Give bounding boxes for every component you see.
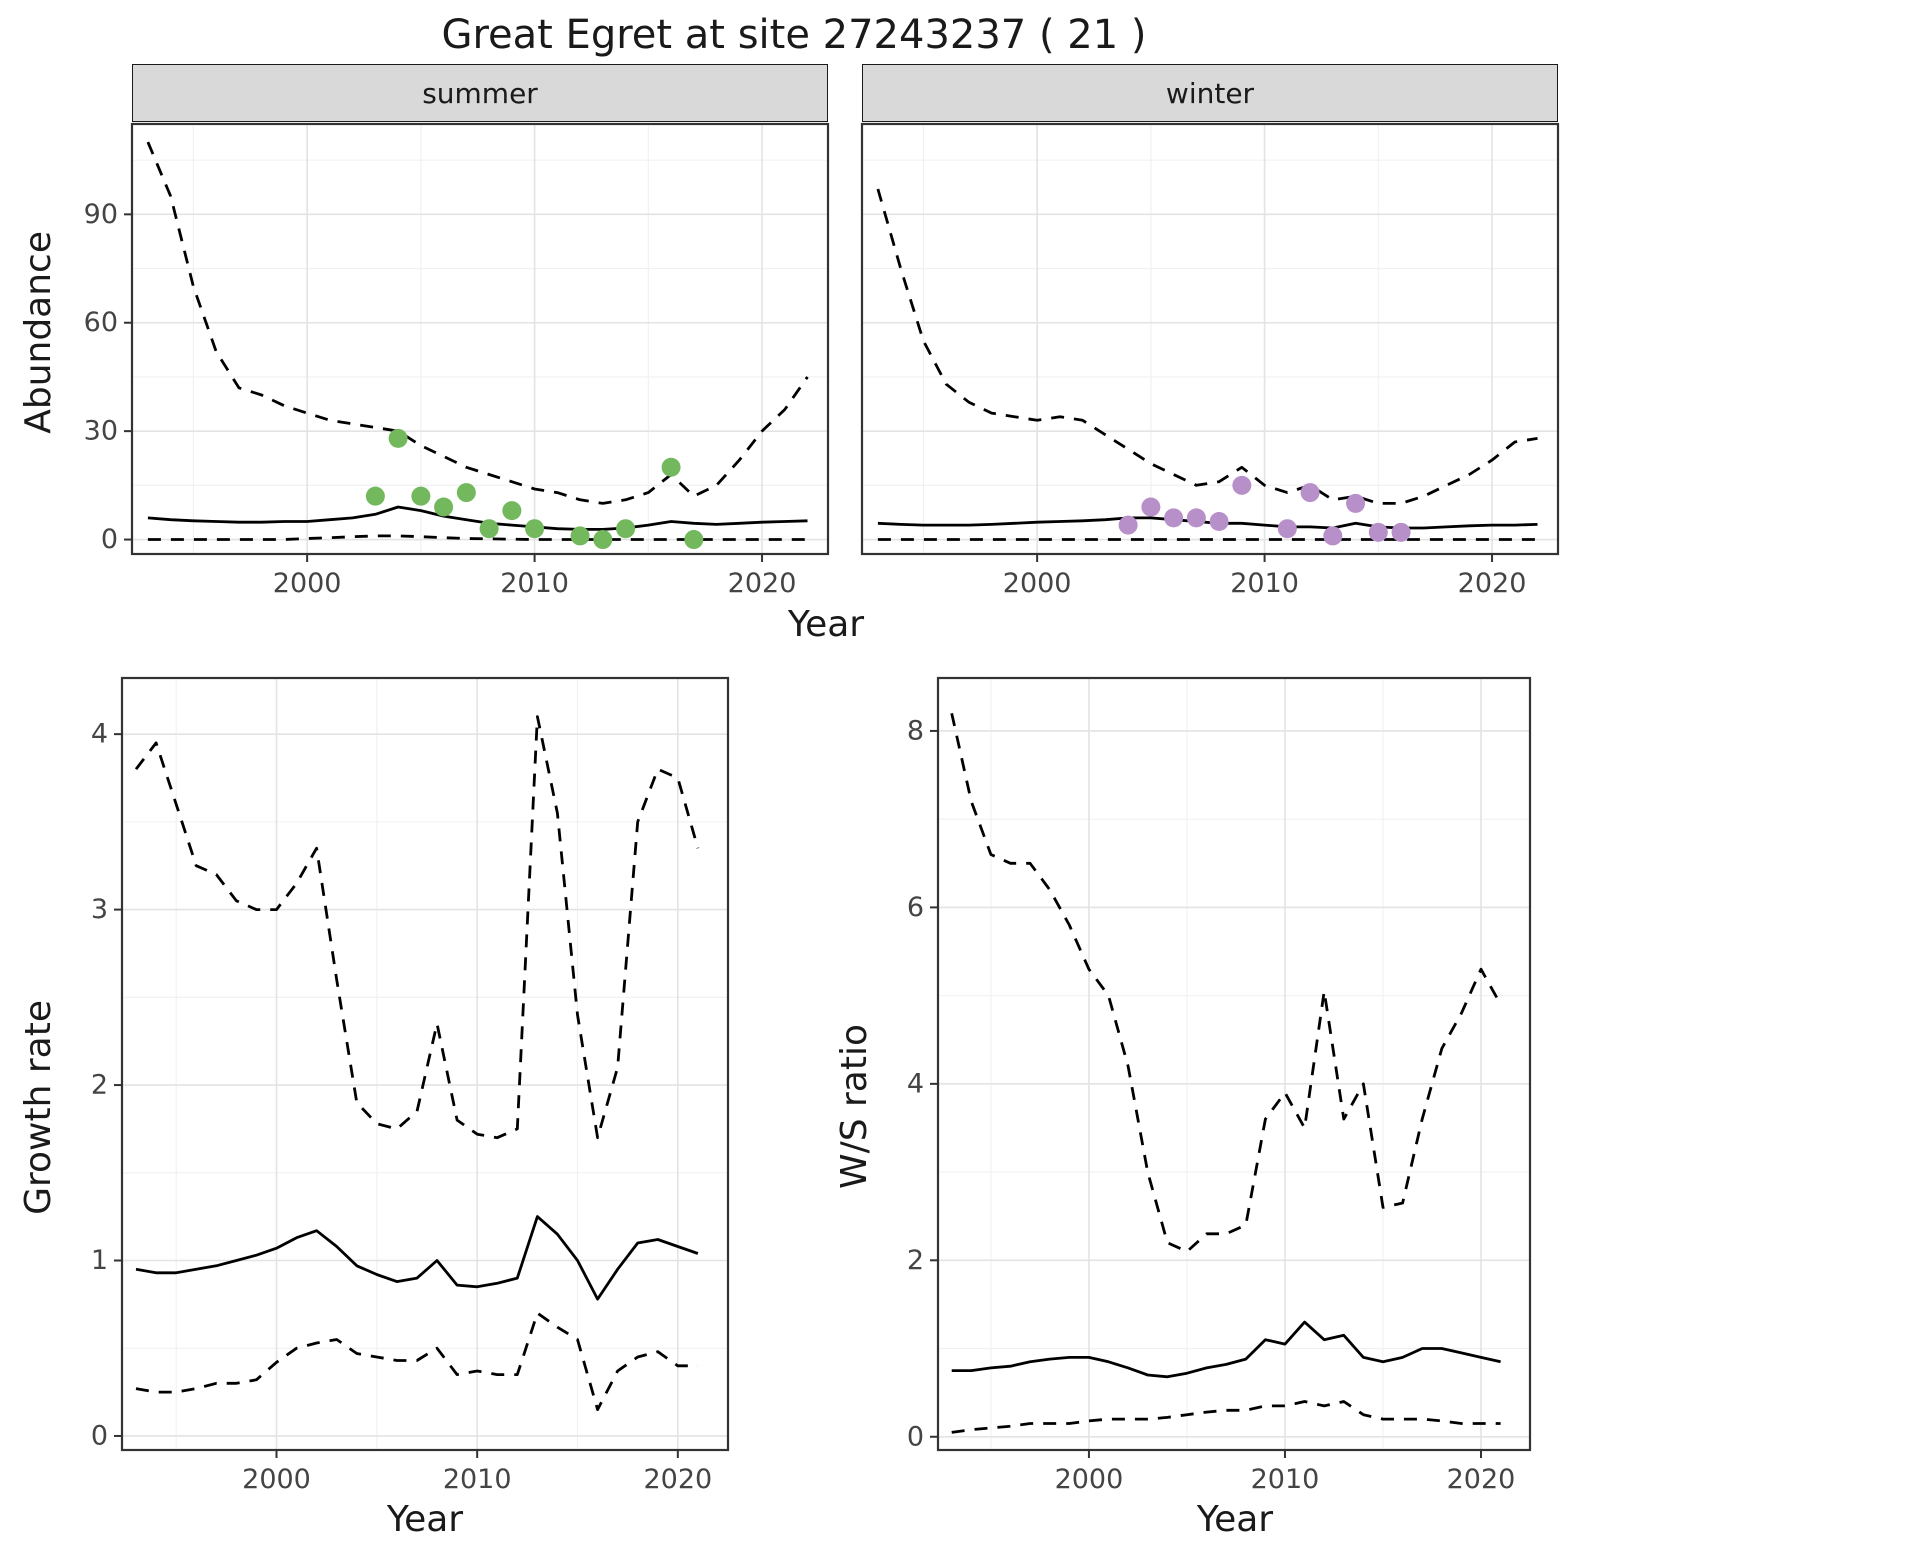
observations-point xyxy=(1164,508,1184,528)
y-tick-label: 0 xyxy=(101,524,118,555)
y-tick-label: 3 xyxy=(91,894,108,925)
panel-border xyxy=(130,122,830,556)
lower-ci-line xyxy=(951,1400,1501,1434)
observations-point xyxy=(1277,519,1297,539)
abundance-winter-chart: 2000 2010 2020 xyxy=(860,122,1560,599)
ws-y-axis-label: W/S ratio xyxy=(833,1024,875,1190)
observations-point xyxy=(593,530,613,550)
observations-point xyxy=(1346,493,1366,513)
x-tick-label: 2010 xyxy=(1251,1464,1320,1495)
observations-point xyxy=(616,519,636,539)
growth-y-axis-label: Growth rate xyxy=(17,999,59,1215)
upper-ci-line xyxy=(950,712,1502,1253)
upper-ci-line xyxy=(876,188,1538,505)
median-line xyxy=(147,505,808,531)
panel-border xyxy=(936,676,1532,1452)
bottom-chart-row: Growth rate 2000 2010 2020 0 1 2 3 4 Year W/S r… xyxy=(14,668,1920,1546)
observations-point xyxy=(1141,497,1161,517)
observations-point xyxy=(502,501,522,521)
observations-point xyxy=(684,530,704,550)
growth-x-axis-label: Year xyxy=(386,1499,464,1540)
lower-ci-line xyxy=(147,534,808,541)
observations-point xyxy=(479,519,499,539)
observations-point xyxy=(1118,515,1138,535)
growth-y-axis: Growth rate xyxy=(14,668,62,1546)
observations-point xyxy=(1323,526,1343,546)
ws-ratio-chart: 2000 2010 2020 0 2 4 6 8 xyxy=(907,676,1532,1495)
facet-winter: winter 2000 2010 2020 xyxy=(856,64,1562,600)
abundance-y-axis-label: Abundance xyxy=(17,230,59,434)
median-line xyxy=(135,1215,699,1301)
x-tick-label: 2010 xyxy=(443,1464,512,1495)
abundance-y-axis: Abundance xyxy=(14,64,62,600)
x-tick-label: 2020 xyxy=(643,1464,712,1495)
figure-title: Great Egret at site 27243237 ( 21 ) xyxy=(441,12,1147,58)
y-tick-label: 90 xyxy=(84,199,118,230)
abundance-facet-row: Abundance summer 2000 2010 2020 0 30 60 90 win… xyxy=(14,64,1920,600)
median-line xyxy=(877,516,1538,530)
x-tick-label: 2020 xyxy=(1447,1464,1516,1495)
observations-point xyxy=(661,457,681,477)
upper-ci-line xyxy=(134,715,700,1140)
y-tick-label: 0 xyxy=(91,1420,108,1451)
observations-point xyxy=(434,497,454,517)
growth-rate-chart-unit: Growth rate 2000 2010 2020 0 1 2 3 4 Year xyxy=(14,668,738,1546)
growth-rate-chart: 2000 2010 2020 0 1 2 3 4 xyxy=(91,676,730,1495)
x-tick-label: 2000 xyxy=(242,1464,311,1495)
observations-point xyxy=(1368,522,1388,542)
panel-border xyxy=(120,676,730,1452)
observations-point xyxy=(1186,508,1206,528)
upper-ci-line xyxy=(146,141,809,505)
observations-point xyxy=(570,526,590,546)
lower-ci-line xyxy=(135,1311,698,1411)
panel-border xyxy=(860,122,1560,556)
observations-point xyxy=(365,486,385,506)
y-tick-label: 0 xyxy=(907,1421,924,1452)
median-line xyxy=(951,1320,1501,1379)
facet-gap xyxy=(832,64,856,600)
observations-point xyxy=(525,519,545,539)
observations-point xyxy=(456,483,476,503)
facet-summer: summer 2000 2010 2020 0 30 60 90 xyxy=(62,64,832,600)
y-tick-label: 1 xyxy=(91,1245,108,1276)
observations-point xyxy=(1300,483,1320,503)
ws-x-axis-label: Year xyxy=(1196,1499,1274,1540)
x-tick-label: 2000 xyxy=(1055,1464,1124,1495)
abundance-summer-chart: 2000 2010 2020 0 30 60 90 xyxy=(84,122,830,599)
ws-y-axis: W/S ratio xyxy=(830,668,878,1546)
y-tick-label: 4 xyxy=(907,1068,924,1099)
x-tick-label: 2020 xyxy=(1458,568,1527,599)
observations-point xyxy=(1209,511,1229,531)
observations-point xyxy=(1391,522,1411,542)
y-tick-label: 8 xyxy=(907,715,924,746)
facet-strip-summer: summer xyxy=(132,64,828,122)
x-tick-label: 2010 xyxy=(1230,568,1299,599)
observations-point xyxy=(411,486,431,506)
y-tick-label: 30 xyxy=(84,416,118,447)
chart-gap xyxy=(738,668,830,1546)
x-tick-label: 2000 xyxy=(273,568,342,599)
x-tick-label: 2020 xyxy=(728,568,797,599)
y-tick-label: 6 xyxy=(907,892,924,923)
facet-strip-winter: winter xyxy=(862,64,1558,122)
abundance-x-axis-label: Year xyxy=(787,604,865,645)
y-tick-label: 2 xyxy=(907,1245,924,1276)
y-tick-label: 2 xyxy=(91,1070,108,1101)
observations-point xyxy=(388,428,408,448)
y-tick-label: 60 xyxy=(84,307,118,338)
x-tick-label: 2010 xyxy=(500,568,569,599)
observations-point xyxy=(1232,475,1252,495)
x-tick-label: 2000 xyxy=(1003,568,1072,599)
ws-ratio-chart-unit: W/S ratio 2000 2010 2020 0 2 4 6 8 Year xyxy=(830,668,1542,1546)
y-tick-label: 4 xyxy=(91,719,108,750)
